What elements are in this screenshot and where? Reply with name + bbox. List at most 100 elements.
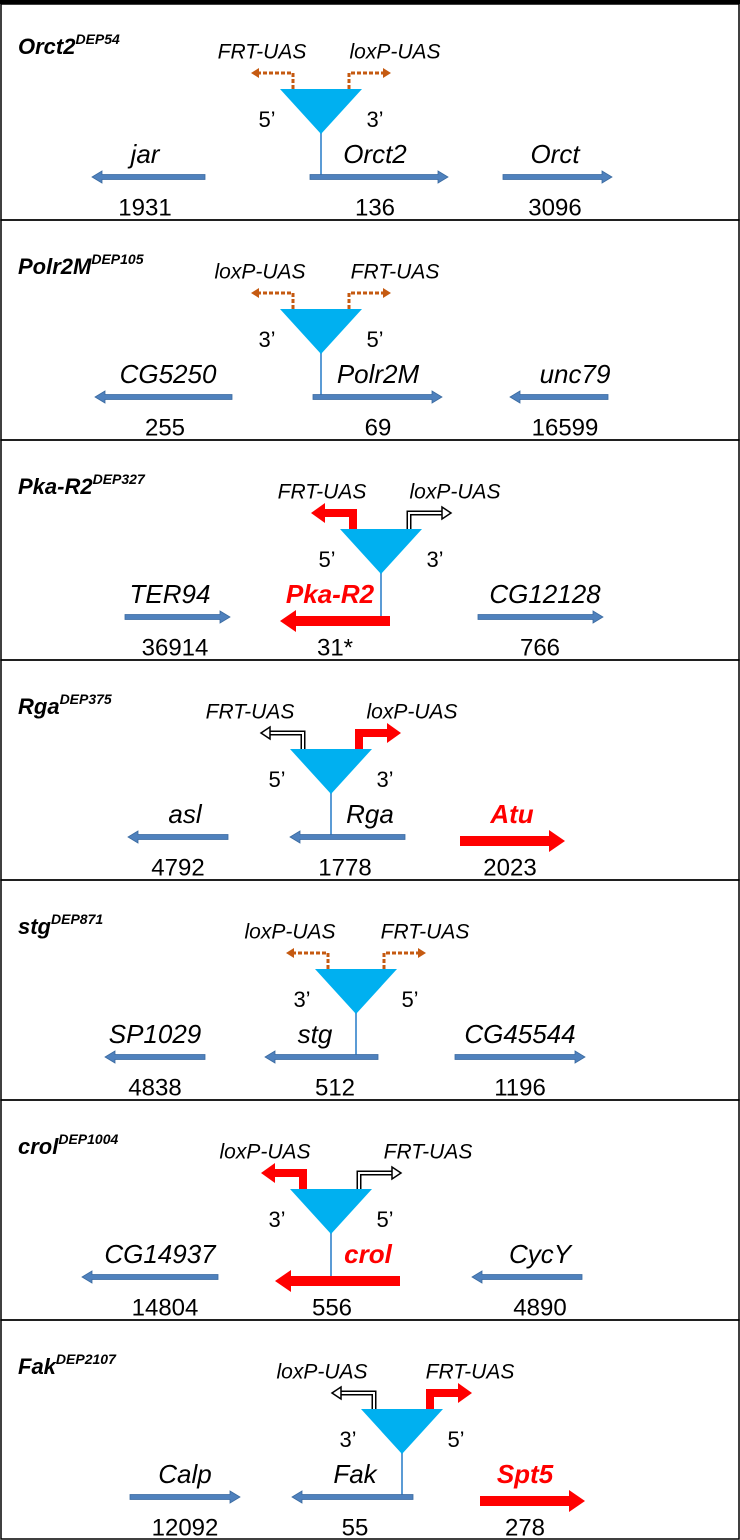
uas-label: loxP-UAS	[276, 1361, 367, 1384]
uas-arrow	[292, 951, 330, 969]
gene-distance: 556	[312, 1294, 352, 1321]
title-main: stg	[18, 914, 52, 939]
gene-arrow	[280, 610, 390, 632]
uas-label: loxP-UAS	[244, 921, 335, 944]
title-superscript: DEP2107	[56, 1351, 117, 1367]
gene-arrow	[312, 390, 443, 404]
title-superscript: DEP871	[51, 911, 103, 927]
gene-name: Atu	[489, 799, 533, 829]
title-main: Pka-R2	[18, 474, 93, 499]
uas-arrow	[426, 1389, 460, 1409]
panel-title: Orct2DEP54	[18, 31, 120, 59]
gene-arrow	[104, 1050, 206, 1064]
gene-distance: 512	[315, 1074, 355, 1101]
uas-arrow	[340, 1390, 377, 1409]
uas-arrow	[273, 1169, 307, 1189]
gene-distance: 36914	[142, 634, 209, 661]
panel-border	[0, 1319, 740, 1540]
end-label: 5’	[258, 107, 275, 132]
gene-arrow	[94, 390, 233, 404]
uas-arrow-head	[251, 288, 259, 298]
title-superscript: DEP375	[60, 691, 112, 707]
gene-arrow	[480, 1490, 585, 1512]
gene-arrow	[471, 1270, 583, 1284]
uas-arrow-inner	[269, 732, 304, 749]
gene-distance: 1778	[318, 854, 371, 881]
uas-arrow-head	[383, 68, 391, 78]
uas-arrow-inner	[358, 1172, 393, 1189]
gene-arrow	[289, 830, 406, 844]
title-superscript: DEP54	[75, 31, 120, 47]
uas-arrow-head	[330, 1385, 342, 1401]
gene-name: jar	[128, 139, 161, 169]
gene-distance: 4890	[513, 1294, 566, 1321]
p-element	[280, 89, 362, 134]
end-label: 5’	[401, 987, 418, 1012]
gene-distance: 4838	[128, 1074, 181, 1101]
uas-label: FRT-UAS	[384, 1141, 473, 1164]
gene-name: CG12128	[489, 579, 601, 609]
gene-arrow	[124, 610, 231, 624]
title-superscript: DEP105	[91, 251, 143, 267]
gene-arrow	[81, 1270, 219, 1284]
uas-label: loxP-UAS	[409, 481, 500, 504]
gene-arrow	[460, 830, 565, 852]
gene-name: Rga	[346, 799, 394, 829]
gene-distance: 278	[505, 1514, 545, 1540]
gene-name: TER94	[130, 579, 211, 609]
gene-name: Polr2M	[337, 359, 420, 389]
uas-arrow-head	[286, 948, 294, 958]
gene-arrow	[91, 170, 206, 184]
uas-label: FRT-UAS	[426, 1361, 515, 1384]
gene-name: crol	[344, 1239, 392, 1269]
end-label: 3’	[339, 1427, 356, 1452]
gene-distance: 2023	[483, 854, 536, 881]
end-label: 5’	[318, 547, 335, 572]
uas-arrow	[406, 510, 443, 529]
uas-arrow-head	[383, 288, 391, 298]
uas-arrow	[257, 71, 295, 89]
uas-label: FRT-UAS	[381, 921, 470, 944]
gene-arrow	[502, 170, 613, 184]
gene-arrow	[264, 1050, 379, 1064]
gene-name: asl	[168, 799, 202, 829]
title-main: crol	[18, 1134, 59, 1159]
uas-arrow	[257, 291, 295, 309]
gene-name: Spt5	[497, 1459, 554, 1489]
uas-arrow-head	[458, 1383, 472, 1403]
gene-name: Pka-R2	[286, 579, 375, 609]
uas-arrow-head	[311, 503, 325, 523]
uas-arrow	[355, 729, 389, 749]
p-element	[290, 749, 372, 794]
gene-distance: 16599	[532, 414, 599, 441]
end-label: 3’	[366, 107, 383, 132]
uas-arrow	[347, 291, 385, 309]
uas-arrow-head	[391, 1165, 403, 1181]
uas-arrow	[382, 951, 420, 969]
panel-title: FakDEP2107	[18, 1351, 117, 1379]
uas-arrow	[269, 730, 306, 749]
gene-name: Orct2	[343, 139, 407, 169]
uas-arrow-head	[418, 948, 426, 958]
gene-name: CG14937	[104, 1239, 217, 1269]
title-main: Fak	[18, 1354, 58, 1379]
top-bar	[0, 0, 740, 4]
end-label: 5’	[366, 327, 383, 352]
gene-arrow	[309, 170, 449, 184]
end-label: 3’	[268, 1207, 285, 1232]
gene-name: Fak	[333, 1459, 378, 1489]
gene-arrow	[129, 1490, 241, 1504]
title-main: Rga	[18, 694, 60, 719]
gene-arrow	[477, 610, 604, 624]
uas-arrow-inner	[340, 1392, 375, 1409]
p-element	[290, 1189, 372, 1234]
uas-label: FRT-UAS	[351, 261, 440, 284]
end-label: 3’	[293, 987, 310, 1012]
p-element	[280, 309, 362, 354]
gene-name: SP1029	[109, 1019, 202, 1049]
gene-distance: 766	[520, 634, 560, 661]
